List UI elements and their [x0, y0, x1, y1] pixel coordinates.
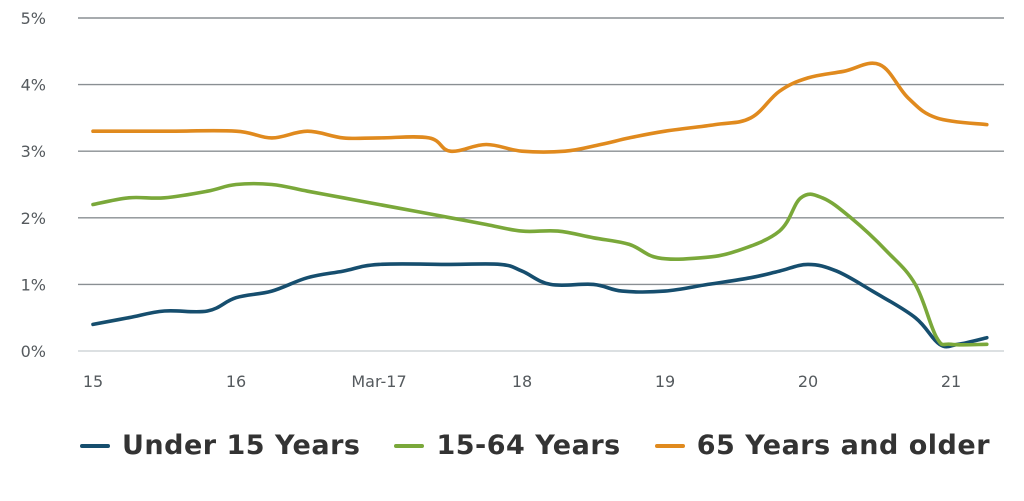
legend-item-65-plus: 65 Years and older: [654, 430, 991, 461]
x-tick-label: 21: [941, 372, 961, 391]
legend-swatch-under-15: [80, 443, 110, 448]
y-tick-label: 0%: [21, 342, 46, 361]
y-tick-label: 4%: [21, 76, 46, 95]
legend-item-15-64: 15-64 Years: [394, 430, 620, 461]
x-tick-label: 20: [798, 372, 818, 391]
legend-label-65-plus: 65 Years and older: [696, 430, 991, 461]
x-axis-ticks: 15 16 Mar-17 18 19 20 21: [83, 372, 961, 391]
series-line-65-plus: [91, 61, 989, 154]
y-tick-label: 1%: [21, 275, 46, 294]
y-tick-label: 5%: [21, 9, 46, 28]
legend-label-under-15: Under 15 Years: [122, 430, 361, 461]
series-line-15-64: [91, 181, 989, 347]
legend-swatch-65-plus: [654, 443, 685, 448]
legend-label-15-64: 15-64 Years: [436, 430, 621, 461]
gridlines: [78, 17, 1004, 352]
x-tick-label: 15: [83, 372, 103, 391]
x-tick-label: 16: [226, 372, 246, 391]
legend-item-under-15: Under 15 Years: [80, 430, 360, 461]
y-axis-ticks: 0% 1% 2% 3% 4% 5%: [21, 9, 46, 361]
y-tick-label: 3%: [21, 142, 46, 161]
x-tick-label: 19: [655, 372, 675, 391]
series-line-under-15: [91, 262, 989, 349]
y-tick-label: 2%: [21, 209, 46, 228]
x-tick-label: 18: [512, 372, 532, 391]
legend: Under 15 Years 15-64 Years 65 Years and …: [80, 430, 1024, 461]
legend-swatch-15-64: [394, 443, 425, 448]
x-tick-label: Mar-17: [351, 372, 406, 391]
series-lines: [91, 61, 989, 349]
